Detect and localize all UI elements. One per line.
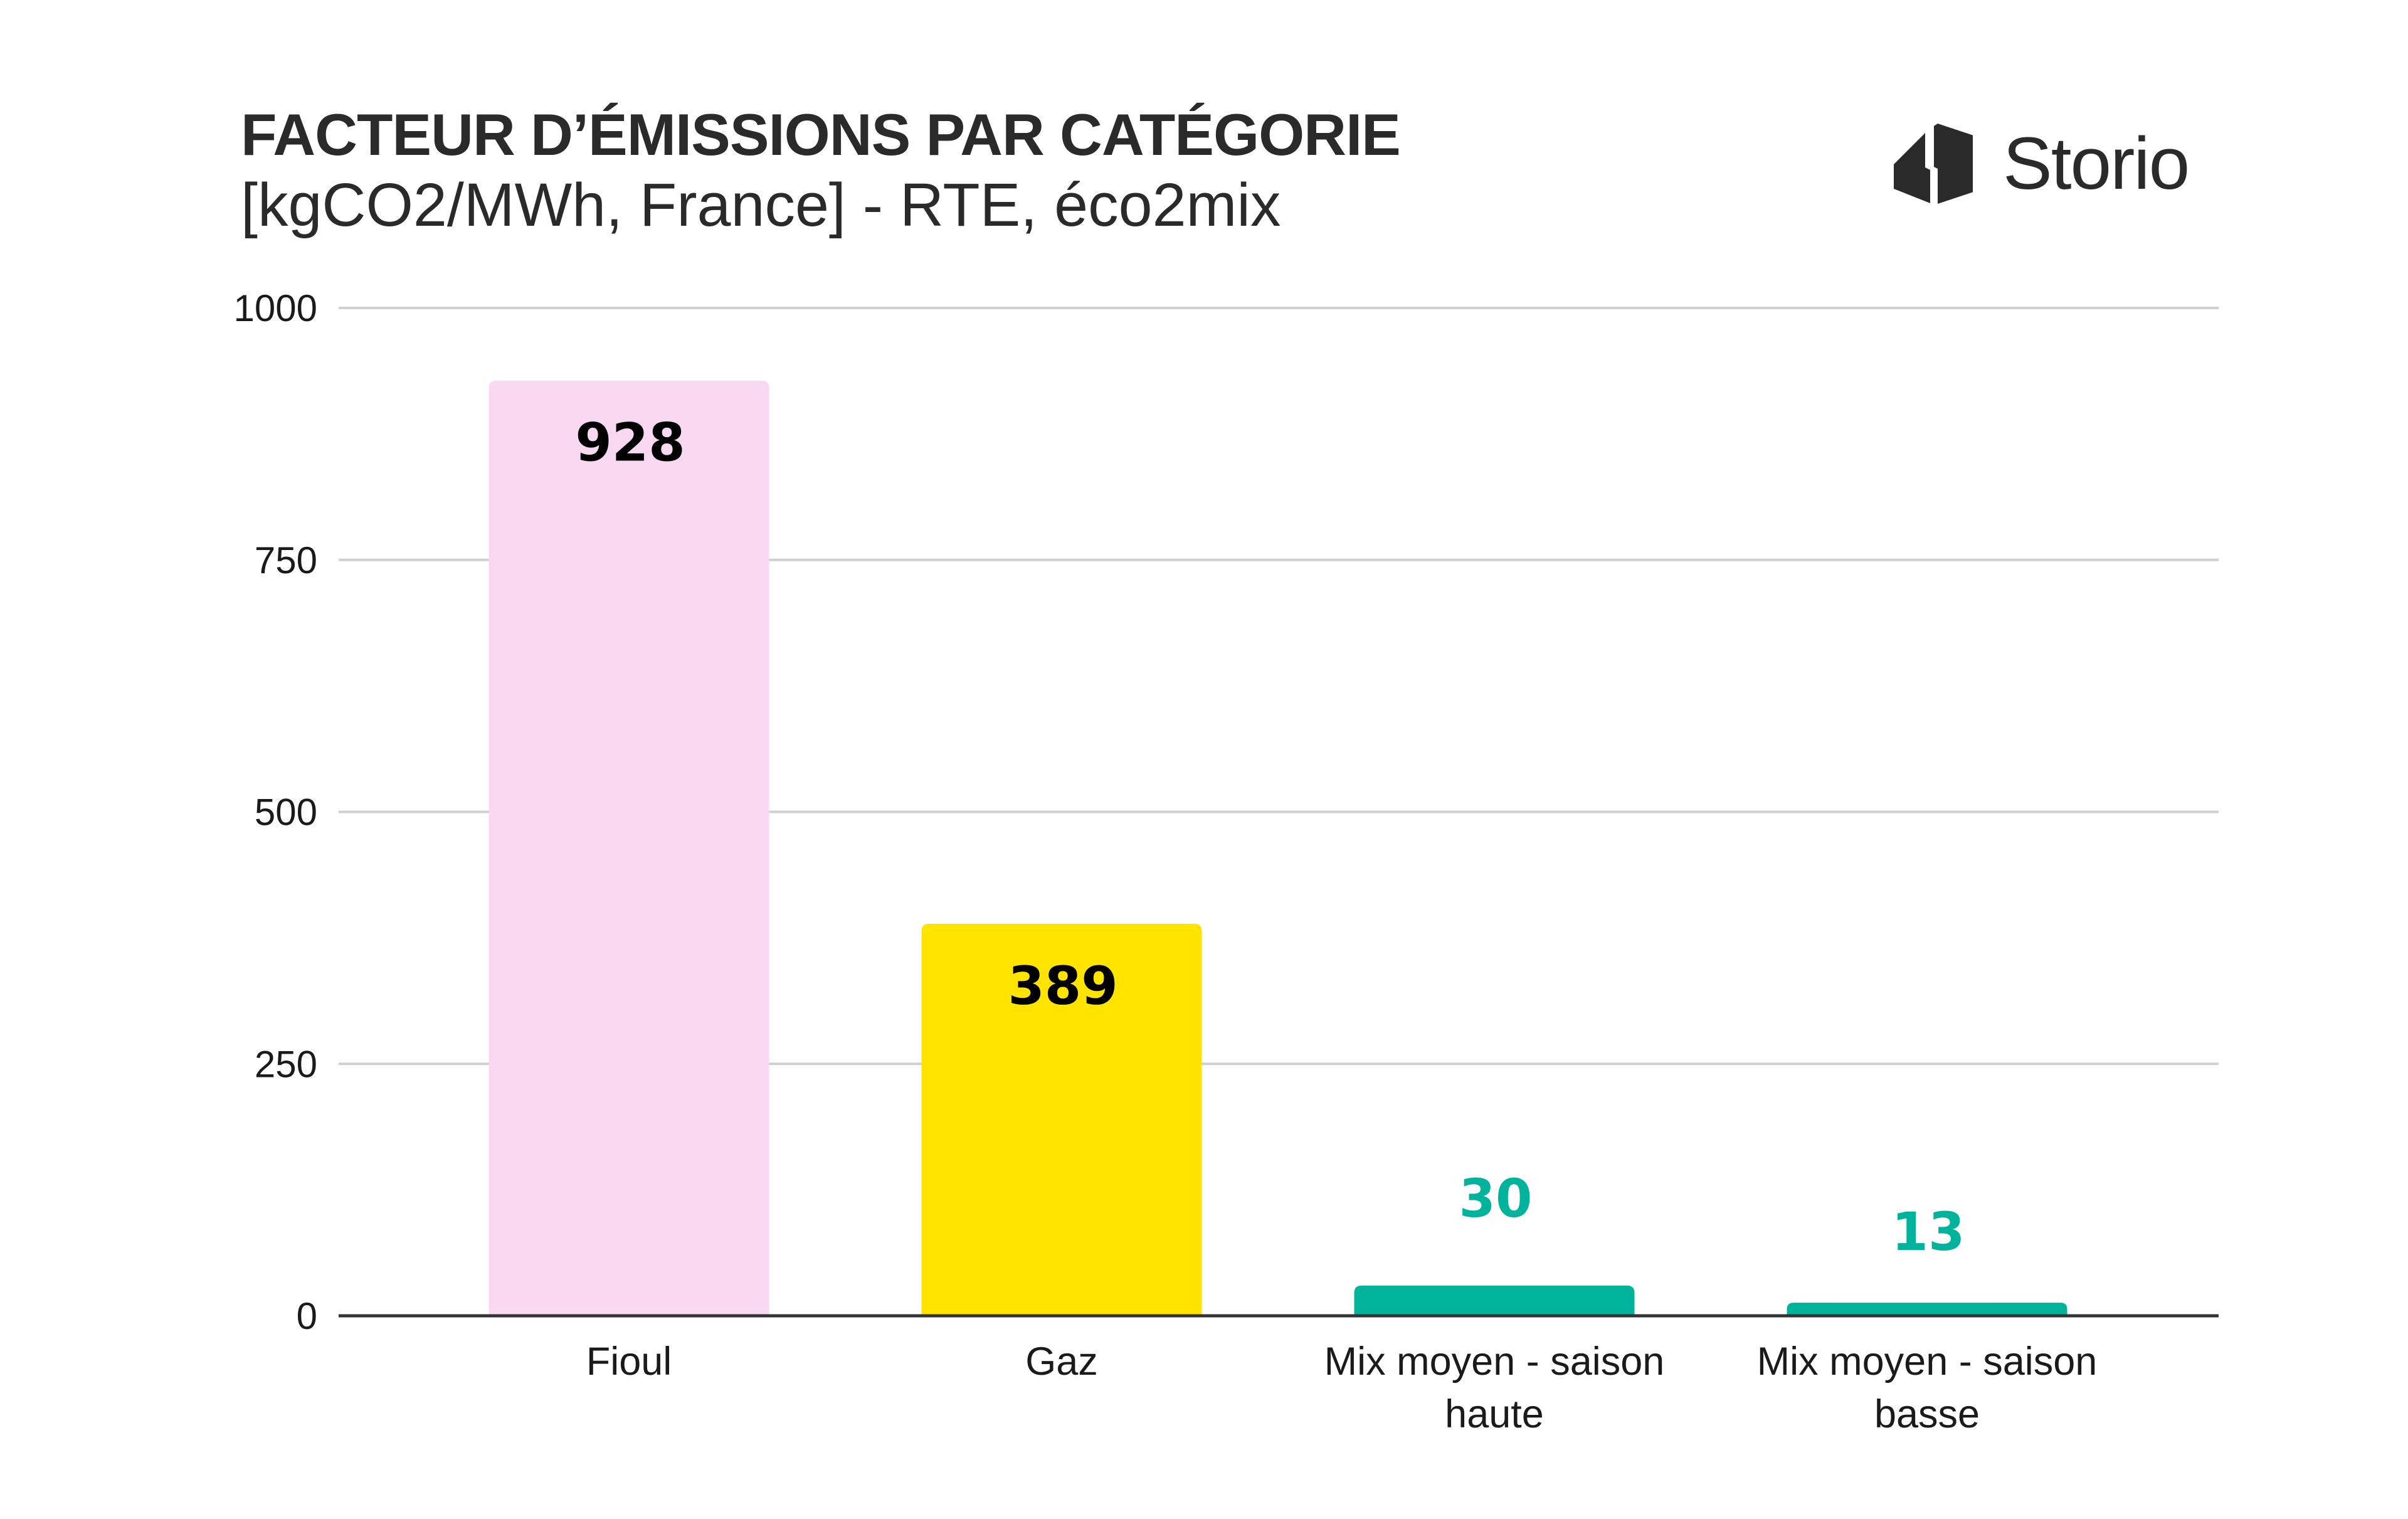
- y-tick-label: 750: [255, 539, 317, 581]
- data-label: 30: [1459, 1168, 1533, 1229]
- y-tick-label: 1000: [234, 287, 317, 329]
- x-category-label: Mix moyen - saison: [1757, 1340, 2098, 1384]
- x-category-label: haute: [1445, 1392, 1544, 1436]
- chart-title: FACTEUR D’ÉMISSIONS PAR CATÉGORIE: [241, 102, 1401, 167]
- x-axis-labels: Fioul Gaz Mix moyen - saison haute Mix moyen…: [586, 1340, 2098, 1436]
- logo-text: Storio: [2003, 122, 2190, 205]
- data-label: 389: [1008, 955, 1117, 1017]
- y-tick-label: 500: [255, 791, 317, 834]
- x-category-label: Fioul: [586, 1340, 672, 1384]
- x-category-label: Mix moyen - saison: [1324, 1340, 1665, 1384]
- bars: [488, 380, 2067, 1316]
- bar: [488, 380, 769, 1316]
- x-category-label: Gaz: [1025, 1340, 1098, 1384]
- data-label: 928: [575, 412, 685, 474]
- y-tick-label: 0: [297, 1295, 317, 1337]
- storio-logo: Storio: [1894, 122, 2190, 205]
- x-category-label: basse: [1874, 1392, 1980, 1436]
- bar: [921, 923, 1202, 1316]
- chart-subtitle: [kgCO2/MWh, France] - RTE, éco2mix: [241, 171, 1281, 239]
- y-axis-ticks: 0 250 500 750 1000: [234, 287, 317, 1337]
- data-labels: 928 389 30 13: [575, 412, 1965, 1262]
- storio-building-icon: [1894, 124, 1973, 204]
- data-label: 13: [1892, 1201, 1965, 1262]
- bar: [1354, 1285, 1635, 1316]
- bar: [1787, 1303, 2067, 1316]
- y-tick-label: 250: [255, 1043, 317, 1085]
